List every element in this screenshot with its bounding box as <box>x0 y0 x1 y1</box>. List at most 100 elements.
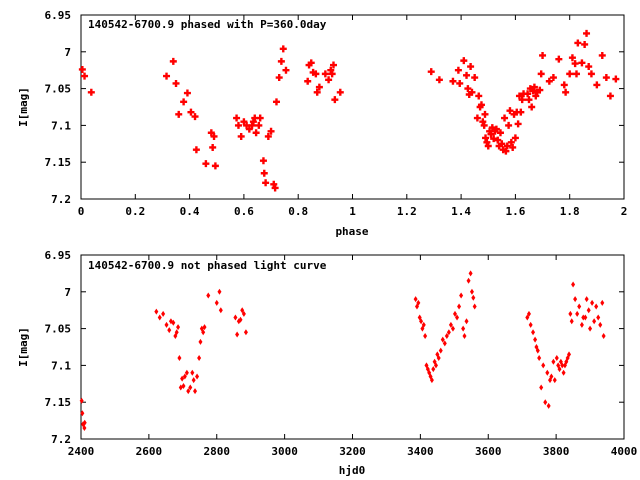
data-point-diamond <box>161 310 166 317</box>
data-point-diamond <box>471 294 476 301</box>
data-point-diamond <box>545 369 550 376</box>
data-point-diamond <box>241 310 246 317</box>
x-tick-label: 1.2 <box>397 205 417 218</box>
data-point-star <box>510 110 518 118</box>
data-point-diamond <box>450 325 455 332</box>
x-tick-label: 4000 <box>611 445 638 458</box>
data-point-star <box>313 88 321 96</box>
data-point-diamond <box>177 355 182 362</box>
data-point-star <box>533 88 541 96</box>
phased-light-curve-panel: 140542-6700.9 phased with P=360.0day I[m… <box>17 9 627 238</box>
data-point-star <box>612 75 620 83</box>
data-point-star <box>560 81 568 89</box>
data-point-star <box>464 85 472 93</box>
y-tick-label: 7.2 <box>51 193 71 206</box>
data-point-diamond <box>154 308 159 315</box>
data-point-diamond <box>455 314 460 321</box>
y-tick-label: 7.2 <box>51 433 71 446</box>
data-point-star <box>467 63 475 71</box>
data-point-star <box>331 96 339 104</box>
x-tick-label: 1.6 <box>505 205 525 218</box>
data-point-star <box>499 146 507 154</box>
data-point-star <box>81 72 89 80</box>
data-point-diamond <box>466 277 471 284</box>
x-tick-label: 0.2 <box>125 205 145 218</box>
data-point-star <box>315 83 323 91</box>
data-point-diamond <box>468 270 473 277</box>
data-point-star <box>277 57 285 65</box>
x-ticks: 0 0.2 0.4 0.6 0.8 1 1.2 1.4 1.6 1.8 2 <box>78 15 628 218</box>
data-point-star <box>574 39 582 47</box>
data-point-diamond <box>444 332 449 339</box>
x-tick-label: 2400 <box>68 445 95 458</box>
y-tick-label: 7.1 <box>51 359 71 372</box>
data-point-diamond <box>419 318 424 325</box>
data-point-star <box>496 129 504 137</box>
data-point-diamond <box>568 310 573 317</box>
data-point-star <box>169 57 177 65</box>
data-point-diamond <box>567 351 572 358</box>
data-point-star <box>449 77 457 85</box>
data-point-diamond <box>80 410 85 417</box>
data-point-diamond <box>584 296 589 303</box>
data-point-star <box>562 88 570 96</box>
data-point-diamond <box>549 373 554 380</box>
x-ticks: 2400 2600 2800 3000 3200 3400 3600 3800 4000 <box>68 255 638 458</box>
data-point-diamond <box>431 366 436 373</box>
data-point-star <box>321 70 329 78</box>
y-tick-label: 7.05 <box>45 323 72 336</box>
data-point-star <box>183 89 191 97</box>
data-point-star <box>517 108 525 116</box>
data-point-diamond <box>442 340 447 347</box>
data-point-diamond <box>198 338 203 345</box>
data-point-diamond <box>176 324 181 331</box>
data-point-diamond <box>554 355 559 362</box>
data-point-star <box>505 121 513 129</box>
data-points <box>79 270 606 431</box>
data-point-star <box>305 61 313 69</box>
data-point-diamond <box>560 362 565 369</box>
data-point-star <box>602 74 610 82</box>
data-point-diamond <box>533 336 538 343</box>
data-point-star <box>272 98 280 106</box>
data-point-star <box>509 143 517 151</box>
data-point-star <box>566 70 574 78</box>
data-point-diamond <box>174 329 179 336</box>
y-ticks: 6.95 7 7.05 7.1 7.15 7.2 <box>45 249 624 446</box>
data-point-star <box>211 162 219 170</box>
data-point-diamond <box>528 321 533 328</box>
data-point-star <box>524 90 532 98</box>
data-point-diamond <box>214 299 219 306</box>
x-tick-label: 2 <box>621 205 628 218</box>
data-point-diamond <box>535 347 540 354</box>
data-point-star <box>494 136 502 144</box>
data-point-star <box>572 70 580 78</box>
data-point-star <box>460 57 468 65</box>
data-point-star <box>233 114 241 122</box>
y-tick-label: 7 <box>64 46 71 59</box>
data-point-star <box>483 138 491 146</box>
data-point-star <box>486 127 494 135</box>
data-point-diamond <box>191 377 196 384</box>
data-point-star <box>490 135 498 143</box>
data-point-star <box>463 71 471 79</box>
x-tick-label: 0 <box>78 205 85 218</box>
data-point-star <box>180 98 188 106</box>
data-point-star <box>255 121 263 129</box>
data-point-diamond <box>218 307 223 314</box>
data-point-diamond <box>167 327 172 334</box>
data-point-star <box>279 45 287 53</box>
data-point-star <box>578 59 586 67</box>
data-point-diamond <box>448 321 453 328</box>
data-point-star <box>492 125 500 133</box>
data-point-star <box>491 127 499 135</box>
x-tick-label: 2600 <box>136 445 163 458</box>
data-point-star <box>435 76 443 84</box>
y-tick-label: 7.15 <box>45 156 72 169</box>
data-point-star <box>511 134 519 142</box>
data-point-star <box>593 81 601 89</box>
data-point-diamond <box>531 329 536 336</box>
data-point-diamond <box>186 388 191 395</box>
data-point-star <box>549 74 557 82</box>
data-point-star <box>598 51 606 59</box>
